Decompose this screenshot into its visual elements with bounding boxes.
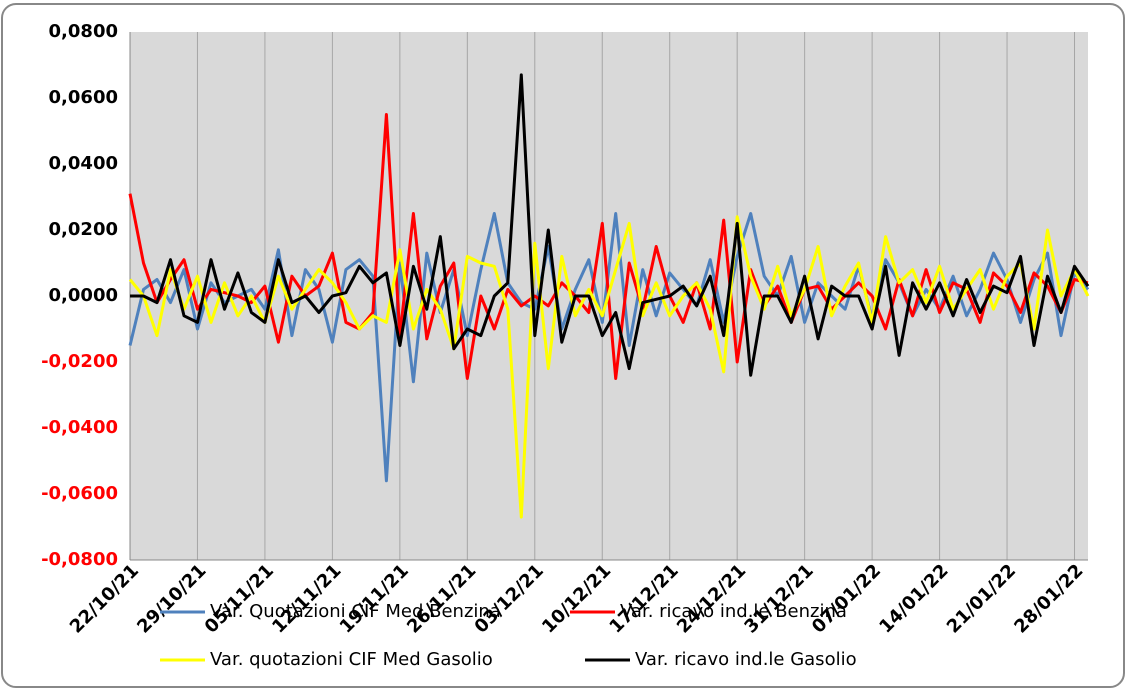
y-tick-label: 0,0200	[49, 219, 118, 240]
y-tick-label: 0,0000	[49, 285, 118, 306]
y-tick-label: -0,0800	[41, 549, 118, 570]
series-line	[128, 215, 1090, 519]
legend-label: Var. ricavo ind.le Benzina	[620, 601, 847, 622]
y-tick-label: -0,0200	[41, 351, 118, 372]
y-tick-label: -0,0400	[41, 417, 118, 438]
legend-label: Var. ricavo ind.le Gasolio	[635, 649, 857, 670]
legend-label: Var. quotazioni CIF Med Gasolio	[210, 649, 493, 670]
series-line	[130, 73, 1090, 377]
y-tick-label: -0,0600	[41, 483, 118, 504]
legend-label: Var. Quotazioni CIF Med Benzina	[210, 601, 501, 622]
series-line	[128, 113, 1089, 380]
y-tick-label: 0,0400	[49, 153, 118, 174]
y-tick-label: 0,0800	[49, 21, 118, 42]
y-tick-label: 0,0600	[49, 87, 118, 108]
